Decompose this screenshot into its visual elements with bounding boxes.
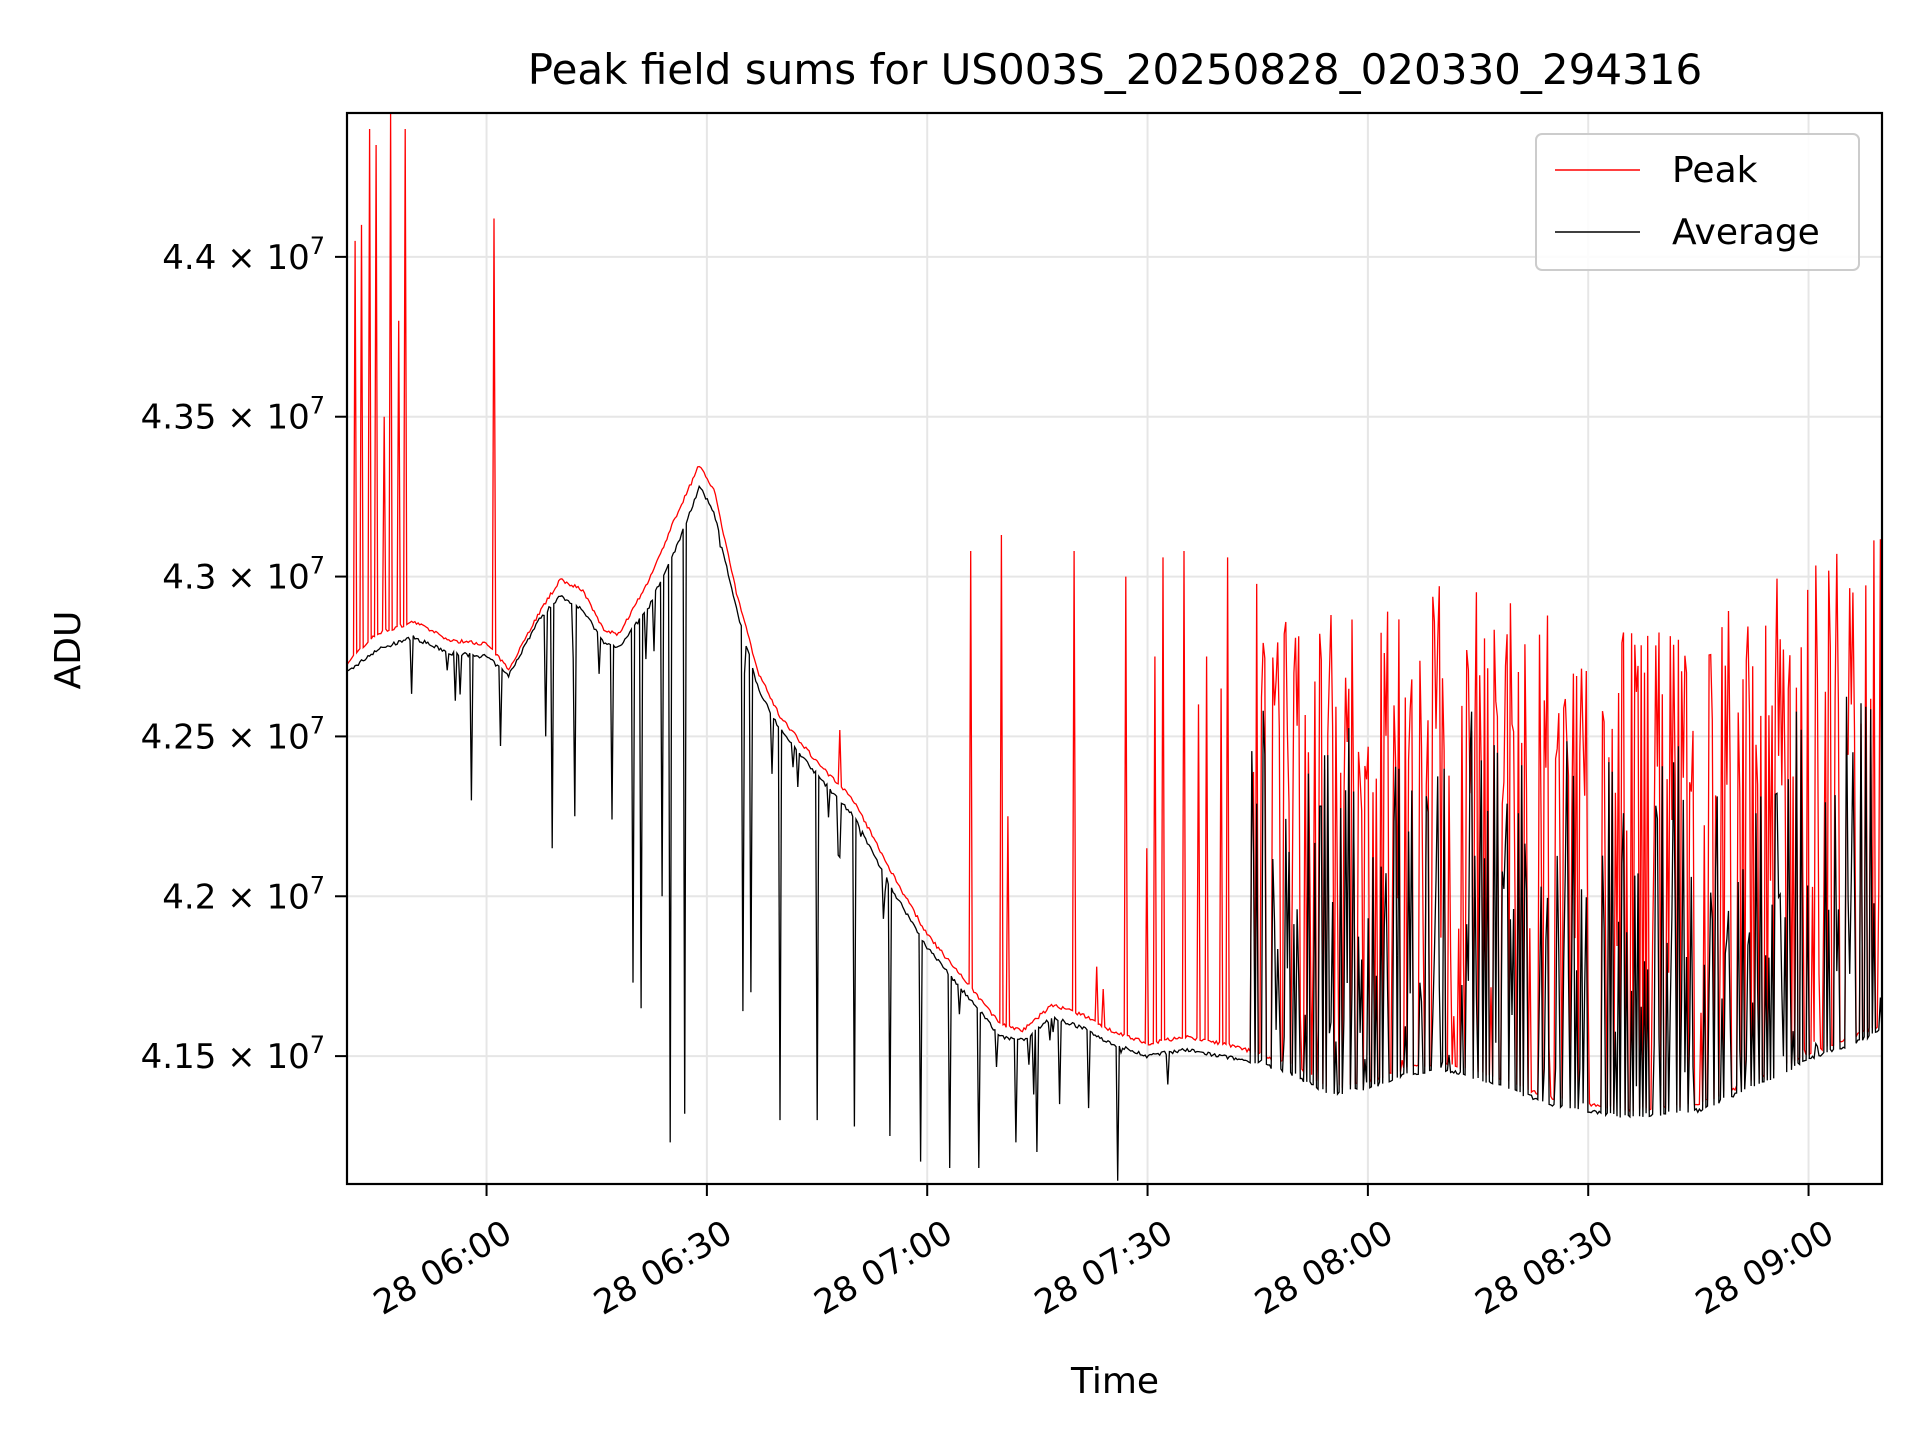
legend-average-label: Average (1672, 212, 1820, 253)
y-tick-label-2: 4.25 × 107 (141, 711, 325, 757)
legend: Peak Average (1535, 133, 1860, 271)
y-tick-label-5: 4.4 × 107 (162, 232, 325, 278)
x-axis-label: Time (1070, 1361, 1159, 1402)
y-tick-label-1: 4.2 × 107 (162, 871, 325, 917)
chart-title: Peak field sums for US003S_20250828_0203… (528, 45, 1702, 94)
y-axis-ticks: 4.15 × 107 4.2 × 107 4.25 × 107 4.3 × 107 4.… (141, 232, 347, 1077)
y-tick-label-4: 4.35 × 107 (141, 392, 325, 438)
y-tick-label-3: 4.3 × 107 (162, 552, 325, 598)
legend-box (1535, 133, 1860, 271)
y-tick-label-0: 4.15 × 107 (141, 1031, 325, 1077)
grid (347, 113, 1882, 1184)
y-axis-label: ADU (48, 611, 89, 690)
legend-peak-label: Peak (1672, 150, 1758, 191)
plot-frame (345, 111, 1884, 1186)
series-line-average (347, 484, 1882, 1181)
series-line-peak (347, 113, 1882, 1114)
plot-area (347, 113, 1882, 1181)
